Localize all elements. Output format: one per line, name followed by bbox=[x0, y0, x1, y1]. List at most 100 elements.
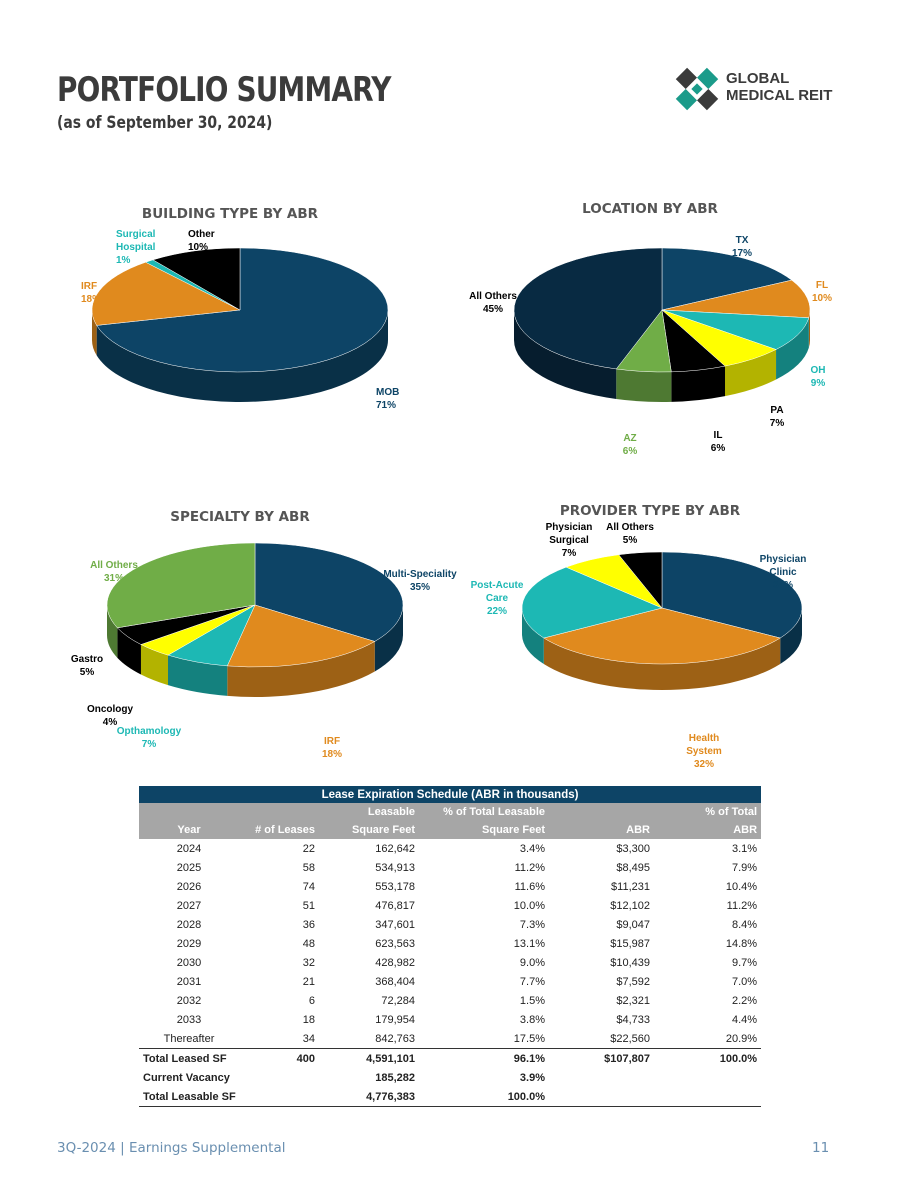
table-cell: 347,601 bbox=[375, 918, 415, 931]
page-title: PORTFOLIO SUMMARY bbox=[57, 70, 391, 110]
building-type-chart: BUILDING TYPE BY ABR MOB 71% IRF 18% Surgical… bbox=[60, 195, 400, 425]
table-total-cell: $107,807 bbox=[549, 1048, 654, 1068]
header-cell-sqft: Square Feet bbox=[319, 821, 419, 839]
pie-label-tx: TX 17% bbox=[732, 235, 752, 259]
pie-label-all-others: All Others 31% bbox=[90, 560, 138, 584]
table-cell: $22,560 bbox=[610, 1032, 650, 1045]
table-row: 2030 32 428,982 9.0% $10,439 9.7% bbox=[139, 953, 761, 972]
table-row: 2031 21 368,404 7.7% $7,592 7.0% bbox=[139, 972, 761, 991]
pie-side-all-others bbox=[107, 605, 118, 658]
header-cell-leases: # of Leases bbox=[239, 821, 319, 839]
table-cell: $4,733 bbox=[616, 1013, 650, 1026]
table-cell: 2033 bbox=[176, 1013, 202, 1026]
table-cell: $15,987 bbox=[610, 937, 650, 950]
pie-slice-physician-clinic bbox=[661, 551, 803, 639]
table-cell: 428,982 bbox=[375, 956, 415, 969]
pie-slice-oh bbox=[661, 309, 810, 350]
table-cell: 32 bbox=[302, 956, 315, 969]
table-cell: 9.0% bbox=[519, 956, 545, 969]
pie-label-gastro: Gastro 5% bbox=[71, 654, 103, 678]
header-top-cell: % of Total Leasable bbox=[419, 803, 549, 821]
pie-slice-other bbox=[152, 247, 241, 311]
pie-label-physician-clinic: Physician Clinic 34% bbox=[760, 554, 807, 591]
header-top-cell bbox=[139, 803, 239, 821]
header-top-cell bbox=[239, 803, 319, 821]
pie-side-physician-clinic bbox=[780, 608, 802, 665]
table-row: Thereafter 34 842,763 17.5% $22,560 20.9% bbox=[139, 1029, 761, 1049]
table-cell: 9.7% bbox=[731, 956, 758, 969]
table-cell: 7.7% bbox=[519, 975, 545, 988]
pie-slice-all-others bbox=[513, 247, 663, 370]
footer-label: 3Q-2024 | Earnings Supplemental bbox=[57, 1140, 286, 1156]
pie-chart-svg: BUILDING TYPE BY ABR MOB 71% IRF 18% Surgical… bbox=[81, 206, 399, 411]
pie-label-surgical-hospital: Surgical Hospital 1% bbox=[116, 229, 156, 266]
table-row: 2025 58 534,913 11.2% $8,495 7.9% bbox=[139, 858, 761, 877]
logo-line-1: GLOBAL bbox=[726, 70, 790, 87]
header-cell-pct-sqft: Square Feet bbox=[419, 821, 549, 839]
pie-slice-all-others bbox=[618, 551, 663, 609]
table-total-row: Total Leased SF 400 4,591,101 96.1% $107,807… bbox=[139, 1048, 762, 1068]
table-cell: 10.0% bbox=[513, 899, 545, 912]
table-cell: 58 bbox=[302, 861, 315, 874]
table-total-cell bbox=[654, 1087, 762, 1107]
table-cell: 2026 bbox=[176, 880, 202, 893]
table-cell: 14.8% bbox=[725, 937, 758, 950]
table-cell: $10,439 bbox=[610, 956, 650, 969]
table-total-cell bbox=[549, 1068, 654, 1087]
table-cell: $8,495 bbox=[616, 861, 650, 874]
pie-label-il: IL 6% bbox=[711, 430, 726, 454]
table-cell: 74 bbox=[302, 880, 315, 893]
table-cell: 72,284 bbox=[381, 994, 415, 1007]
table-row: 2024 22 162,642 3.4% $3,300 3.1% bbox=[139, 839, 761, 858]
table-cell: 2024 bbox=[176, 842, 202, 855]
chart-title: BUILDING TYPE BY ABR bbox=[142, 206, 319, 222]
table-row: 2026 74 553,178 11.6% $11,231 10.4% bbox=[139, 877, 761, 896]
table-cell: 34 bbox=[302, 1032, 315, 1045]
logo-cross-icon bbox=[675, 67, 719, 111]
pie-side-post-acute-care bbox=[522, 608, 544, 665]
table-cell: 3.1% bbox=[731, 842, 758, 855]
pie-side-all-others bbox=[514, 310, 617, 399]
table-cell: 11.2% bbox=[514, 861, 545, 874]
pie-side-oh bbox=[776, 317, 809, 380]
table-cell: 2028 bbox=[176, 918, 202, 931]
table-cell: 179,954 bbox=[375, 1013, 415, 1026]
table-total-cell: Current Vacancy bbox=[143, 1071, 230, 1084]
pie-label-mob: MOB 71% bbox=[376, 387, 399, 411]
pie-side-oncology bbox=[140, 644, 169, 686]
table-total-cell: 100.0% bbox=[419, 1087, 549, 1107]
table-cell: 20.9% bbox=[725, 1032, 758, 1045]
table-cell: $2,321 bbox=[616, 994, 650, 1007]
pie-label-pa: PA 7% bbox=[770, 405, 785, 429]
table-total-cell: 3.9% bbox=[519, 1071, 545, 1084]
pie-label-irf: IRF 18% bbox=[322, 736, 342, 760]
table-header-top: Leasable % of Total Leasable % of Total bbox=[139, 803, 762, 821]
pie-chart-svg: PROVIDER TYPE BY ABR Physician Clinic 34% He… bbox=[471, 503, 807, 770]
table-cell: $3,300 bbox=[616, 842, 650, 855]
table-cell: $9,047 bbox=[616, 918, 650, 931]
table-cell: 3.8% bbox=[519, 1013, 545, 1026]
pie-side-opthamology bbox=[168, 655, 228, 696]
table-cell: 2.2% bbox=[731, 994, 758, 1007]
table-cell: 476,817 bbox=[375, 899, 415, 912]
pie-side-pa bbox=[725, 349, 777, 397]
table-total-cell: Total Leased SF bbox=[139, 1048, 239, 1068]
header-cell-year: Year bbox=[139, 821, 239, 839]
table-cell: $7,592 bbox=[616, 975, 650, 988]
pie-side-irf bbox=[92, 310, 97, 356]
table-cell: 553,178 bbox=[375, 880, 415, 893]
chart-title: LOCATION BY ABR bbox=[582, 201, 718, 217]
table-cell: 368,404 bbox=[375, 975, 415, 988]
header-top-cell: % of Total bbox=[654, 803, 762, 821]
pie-chart-svg: SPECIALTY BY ABR Multi-Speciality 35% IRF 18… bbox=[71, 509, 457, 760]
page-number: 11 bbox=[812, 1140, 830, 1156]
table-cell: 10.4% bbox=[725, 880, 758, 893]
table-total-cell: 96.1% bbox=[419, 1048, 549, 1068]
table-cell: 11.2% bbox=[726, 899, 758, 912]
pie-label-physician-surgical: Physician Surgical 7% bbox=[546, 522, 593, 559]
table-total-cell: 4,776,383 bbox=[319, 1087, 419, 1107]
table-total-row: Current Vacancy 185,282 3.9% bbox=[139, 1068, 761, 1087]
header-cell-abr: ABR bbox=[549, 821, 654, 839]
pie-label-all-others: All Others 45% bbox=[469, 291, 517, 315]
pie-side-walls bbox=[514, 310, 810, 402]
